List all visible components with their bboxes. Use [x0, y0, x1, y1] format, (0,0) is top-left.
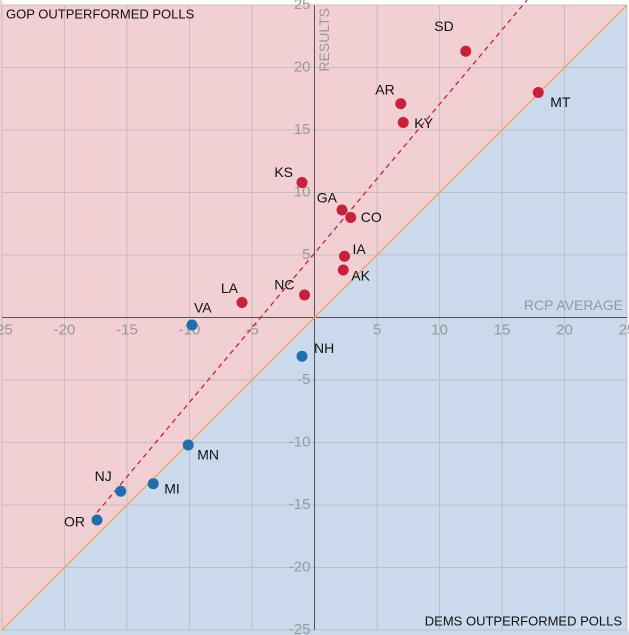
point: [337, 264, 349, 276]
x-axis-label: RCP AVERAGE: [524, 297, 623, 313]
x-tick-label: 25: [619, 321, 629, 338]
point-label: CO: [361, 209, 382, 225]
y-tick-label: 15: [294, 121, 311, 138]
y-tick-label: 5: [302, 246, 310, 263]
y-tick-label: -5: [297, 371, 310, 388]
point: [91, 514, 103, 526]
point-label: SD: [434, 18, 453, 34]
point-label: NH: [314, 340, 334, 356]
point: [336, 204, 348, 216]
point: [186, 319, 198, 331]
dem-region-label: DEMS OUTPERFORMED POLLS: [425, 613, 623, 628]
x-tick-label: -5: [245, 321, 258, 338]
point-label: AK: [351, 268, 370, 284]
point: [345, 212, 357, 223]
point-label: IA: [353, 241, 367, 257]
point: [460, 45, 472, 57]
point: [397, 117, 409, 128]
x-tick-label: -20: [54, 321, 76, 338]
x-tick-label: 5: [373, 321, 381, 338]
point-label: GA: [317, 190, 338, 206]
point: [339, 250, 350, 262]
point-label: AR: [375, 81, 394, 97]
trend-line: [96, 0, 528, 513]
y-tick-label: -20: [289, 558, 311, 575]
gop-region-label: GOP OUTPERFORMED POLLS: [6, 6, 195, 21]
point-label: LA: [221, 280, 239, 296]
y-tick-label: 10: [294, 183, 311, 200]
point-label: NJ: [95, 468, 112, 484]
left-pad: [0, 0, 2, 635]
point-label: OR: [64, 514, 85, 530]
point-label: VA: [194, 300, 212, 316]
diagonal: [1, 4, 628, 631]
x-tick-label: 15: [494, 321, 511, 338]
point: [296, 177, 308, 188]
point: [395, 98, 407, 110]
point: [147, 478, 159, 490]
point-label: KS: [274, 164, 293, 180]
point: [532, 87, 544, 98]
y-tick-label: 25: [294, 0, 311, 13]
point-label: MT: [550, 94, 571, 110]
point-label: KY: [414, 115, 433, 131]
x-tick-label: -25: [0, 321, 13, 338]
point: [299, 289, 310, 301]
x-tick-label: 10: [431, 321, 448, 338]
y-tick-label: -10: [289, 433, 311, 450]
point: [182, 439, 194, 451]
y-tick-label: -25: [289, 621, 311, 635]
y-tick-label: 20: [294, 58, 311, 75]
x-tick-label: 20: [556, 321, 573, 338]
y-tick-label: -15: [289, 496, 311, 513]
point-label: MI: [164, 480, 180, 496]
point: [236, 297, 248, 308]
point: [296, 350, 308, 362]
x-tick-label: -15: [116, 321, 138, 338]
point-label: MN: [197, 447, 219, 463]
bottom-pad: [0, 630, 629, 635]
point: [115, 485, 127, 497]
point-label: NC: [274, 277, 294, 293]
y-axis-label: RESULTS: [316, 8, 332, 72]
